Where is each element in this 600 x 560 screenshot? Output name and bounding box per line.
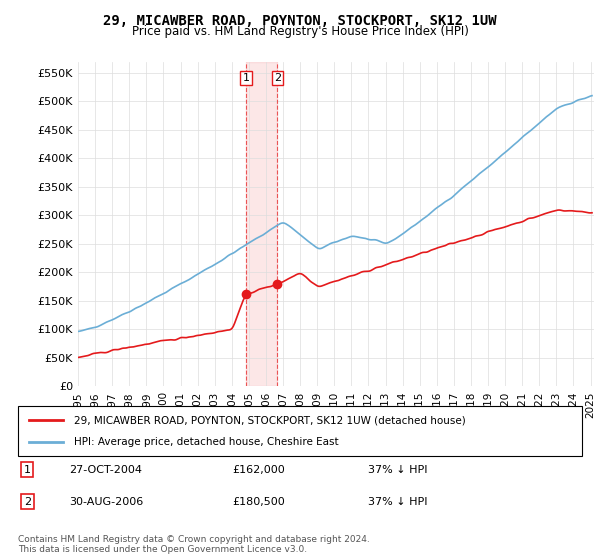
Text: HPI: Average price, detached house, Cheshire East: HPI: Average price, detached house, Ches…: [74, 437, 339, 447]
Text: 29, MICAWBER ROAD, POYNTON, STOCKPORT, SK12 1UW (detached house): 29, MICAWBER ROAD, POYNTON, STOCKPORT, S…: [74, 415, 466, 425]
Text: Contains HM Land Registry data © Crown copyright and database right 2024.
This d: Contains HM Land Registry data © Crown c…: [18, 535, 370, 554]
Text: 37% ↓ HPI: 37% ↓ HPI: [368, 497, 427, 507]
Text: £162,000: £162,000: [232, 464, 285, 474]
Bar: [246, 62, 277, 386]
Text: 2: 2: [274, 73, 281, 83]
Text: 1: 1: [23, 464, 31, 474]
Text: 2: 2: [23, 497, 31, 507]
FancyBboxPatch shape: [18, 406, 582, 456]
Text: 29, MICAWBER ROAD, POYNTON, STOCKPORT, SK12 1UW: 29, MICAWBER ROAD, POYNTON, STOCKPORT, S…: [103, 14, 497, 28]
Text: 27-OCT-2004: 27-OCT-2004: [69, 464, 142, 474]
Text: £180,500: £180,500: [232, 497, 285, 507]
Text: 30-AUG-2006: 30-AUG-2006: [69, 497, 143, 507]
Text: 1: 1: [242, 73, 250, 83]
Text: 37% ↓ HPI: 37% ↓ HPI: [368, 464, 427, 474]
Text: Price paid vs. HM Land Registry's House Price Index (HPI): Price paid vs. HM Land Registry's House …: [131, 25, 469, 38]
